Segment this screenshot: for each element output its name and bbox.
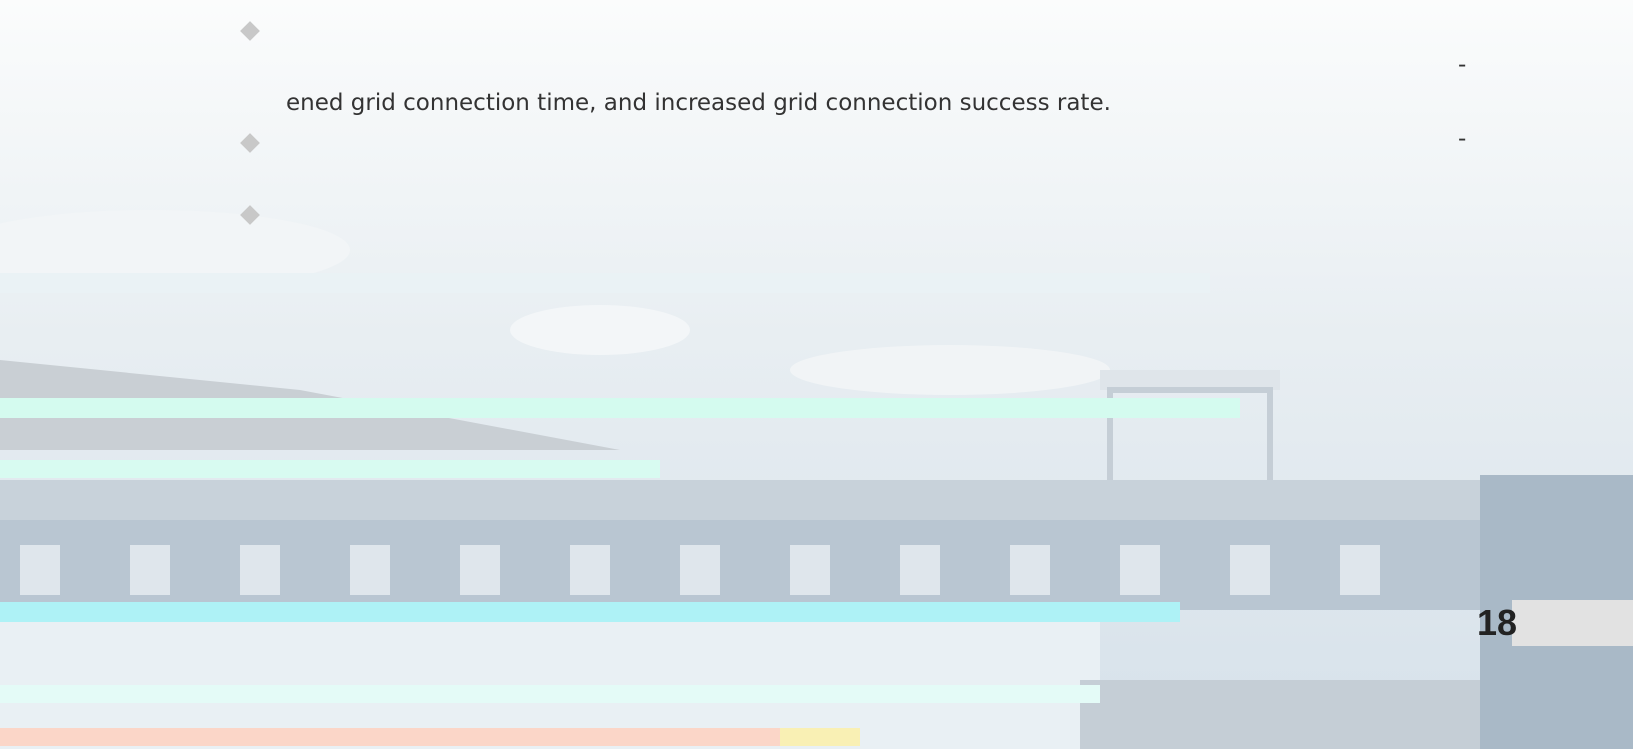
page-number-box (1512, 600, 1633, 646)
slide: - ened grid connection time, and increas… (0, 0, 1633, 749)
page-number: 18 (1477, 602, 1517, 644)
bullet-text: ened grid connection time, and increased… (286, 90, 1111, 116)
hyphen: - (1458, 126, 1466, 152)
hyphen: - (1458, 52, 1466, 78)
